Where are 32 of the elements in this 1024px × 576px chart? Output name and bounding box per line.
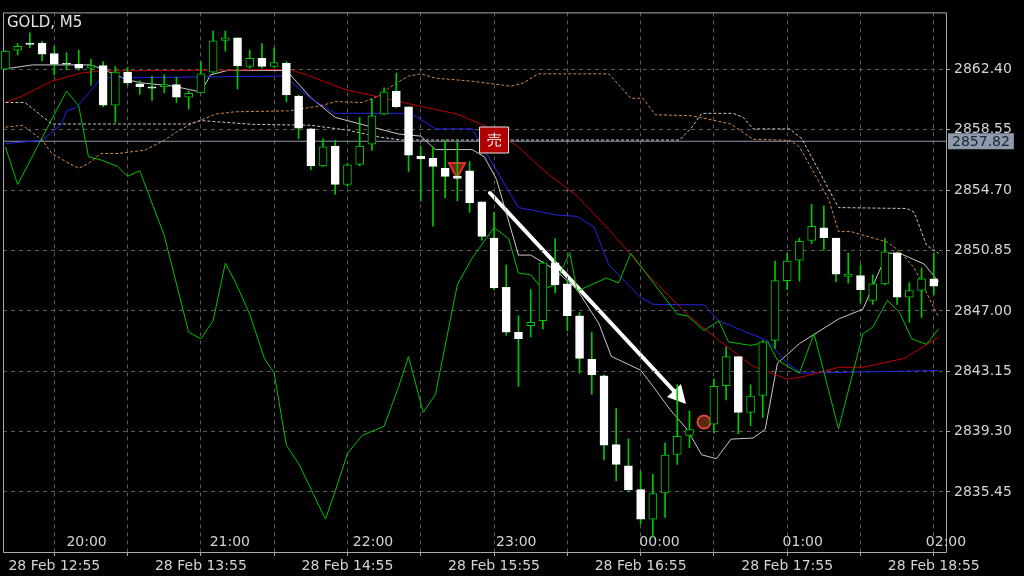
x-tick-label: 28 Feb 13:55: [154, 557, 247, 574]
candlestick: [526, 289, 536, 338]
y-tick-label: 2850.85: [954, 241, 1012, 258]
x-tick-label: 28 Feb 16:55: [594, 557, 687, 574]
candlestick: [86, 58, 96, 86]
x2-tick-label: 23:00: [496, 532, 537, 549]
candlestick: [672, 384, 682, 465]
x2-tick-label: 00:00: [639, 532, 680, 549]
x2-tick-label: 01:00: [782, 532, 823, 549]
candlestick: [159, 74, 169, 94]
candlestick: [428, 146, 438, 227]
y-tick-label: 2854.70: [954, 180, 1012, 197]
y-tick-label: 2843.15: [954, 361, 1012, 378]
y-tick-label: 2839.30: [954, 422, 1012, 439]
x-tick-label: 28 Feb 12:55: [8, 557, 101, 574]
x2-tick-label: 21:00: [209, 532, 250, 549]
x-tick-label: 28 Feb 14:55: [301, 557, 394, 574]
x-tick-label: 28 Feb 15:55: [448, 557, 540, 574]
candlestick: [25, 32, 35, 49]
y-tick-label: 2847.00: [954, 301, 1012, 318]
candlestick: [587, 331, 597, 395]
x2-tick-label: 22:00: [352, 532, 394, 549]
candlestick: [440, 139, 450, 199]
candlestick: [220, 30, 230, 52]
annotation: 売: [486, 130, 502, 149]
x-tick-label: 28 Feb 17:55: [741, 557, 834, 574]
y-tick-label: 2835.45: [954, 482, 1012, 499]
chart-title: GOLD, M5: [7, 12, 83, 31]
candlestick: [147, 76, 157, 101]
y-tick-label: 2862.40: [954, 60, 1012, 77]
x2-tick-label: 20:00: [66, 532, 107, 549]
x-tick-label: 28 Feb 18:55: [887, 557, 980, 574]
